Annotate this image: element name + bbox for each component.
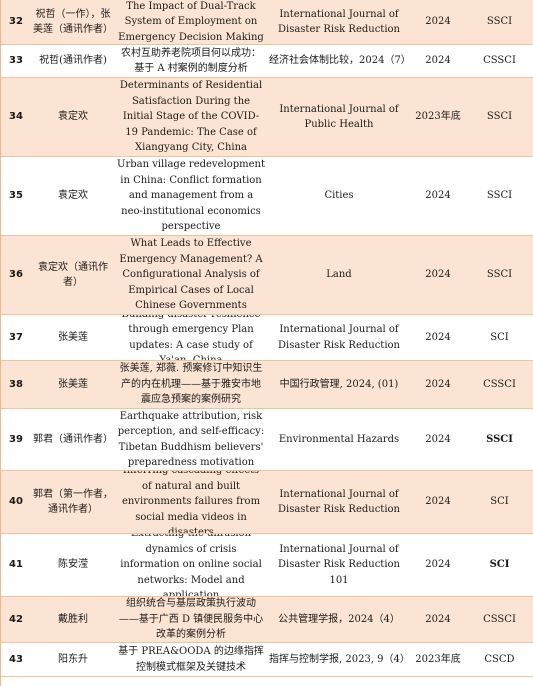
journal-cell: International Journal of Public Health <box>279 103 399 131</box>
table-row: 33 祝哲(通讯作者) 农村互助养老院项目何以成功：基于 A 村案例的制度分析 … <box>1 45 533 78</box>
row-number: 41 <box>9 559 23 571</box>
title-cell: 农村互助养老院项目何以成功：基于 A 村案例的制度分析 <box>121 47 261 75</box>
row-number: 39 <box>9 433 23 445</box>
title-cell: What Leads to Effective Emergency Manage… <box>119 238 263 312</box>
row-number: 42 <box>9 613 23 625</box>
author-cell: 祝哲(通讯作者) <box>39 55 107 67</box>
author-cell: 祝哲（一作），张美莲（通讯作者） <box>33 8 113 36</box>
journal-cell: International Journal of Disaster Risk R… <box>277 543 400 586</box>
year-cell: 2024 <box>425 269 451 281</box>
author-cell: 郭君（通讯作者） <box>33 433 113 445</box>
index-cell: SSCI <box>486 190 513 202</box>
table-row: 34 袁定欢 Determinants of Residential Satis… <box>1 78 533 157</box>
table-row: 38 张美莲 张美莲, 郑薇. 预案修订中知识生产的内在机理——基于雅安市地震应… <box>1 361 533 409</box>
author-cell: 袁定欢 <box>58 111 88 123</box>
row-number: 38 <box>9 378 23 390</box>
table-row: 42 戴胜利 组织统合与基层政策执行波动——基于广西 D 镇便民服务中心改革的案… <box>1 597 533 643</box>
year-cell: 2024 <box>425 433 451 445</box>
row-number: 33 <box>9 55 23 67</box>
index-cell: CSSCI <box>483 55 516 67</box>
table-row: 32 祝哲（一作），张美莲（通讯作者） The Impact of Dual-T… <box>1 0 533 45</box>
year-cell: 2024 <box>425 559 451 571</box>
index-cell: SSCI <box>486 111 513 123</box>
index-cell: SSCI <box>486 16 513 28</box>
table-row: 35 袁定欢 Urban village redevelopment in Ch… <box>1 157 533 236</box>
index-cell: SCI <box>490 496 509 508</box>
row-number: 35 <box>9 190 23 202</box>
title-cell: Inferring cascading effects of natural a… <box>121 471 261 533</box>
journal-cell: International Journal of Disaster Risk R… <box>277 8 400 36</box>
title-cell: 组织统合与基层政策执行波动——基于广西 D 镇便民服务中心改革的案例分析 <box>118 598 264 641</box>
row-number: 37 <box>9 331 23 343</box>
year-cell: 2024 <box>425 190 451 202</box>
title-cell: Extracting the diffusion dynamics of cri… <box>120 534 262 596</box>
table-row: 43 阳东升 基于 PREA&OODA 的边缘指挥控制模式框架及关键技术 指挥与… <box>1 643 533 677</box>
title-cell: 张美莲, 郑薇. 预案修订中知识生产的内在机理——基于雅安市地震应急预案的案例研… <box>119 363 263 406</box>
title-cell: The Impact of Dual-Track System of Emplo… <box>118 0 264 43</box>
year-cell: 2024 <box>425 613 451 625</box>
row-number: 43 <box>9 653 23 665</box>
index-cell: SCI <box>489 559 510 571</box>
journal-cell: Land <box>326 269 352 281</box>
table-row: 37 张美莲 Building disaster resilience thro… <box>1 315 533 361</box>
row-number: 34 <box>9 111 23 123</box>
index-cell: SSCI <box>486 269 513 281</box>
index-cell: CSSCI <box>483 378 516 390</box>
index-cell: CSCD <box>484 653 515 665</box>
row-number: 32 <box>9 16 23 28</box>
year-cell: 2023年底 <box>415 111 461 123</box>
author-cell: 张美莲 <box>58 378 88 390</box>
index-cell: CSSCI <box>483 613 516 625</box>
index-cell: SSCI <box>486 433 513 445</box>
table-row: 40 郭君（第一作者，通讯作者） Inferring cascading eff… <box>1 471 533 534</box>
table-row: 39 郭君（通讯作者） Earthquake attribution, risk… <box>1 409 533 471</box>
journal-cell: 公共管理学报，2024（4） <box>278 613 400 625</box>
title-cell: Building disaster resilience through eme… <box>122 315 261 360</box>
row-number: 36 <box>9 269 23 281</box>
author-cell: 陈安滢 <box>58 559 88 571</box>
journal-cell: International Journal of Disaster Risk R… <box>277 488 400 516</box>
index-cell: SCI <box>490 331 509 343</box>
title-cell: Earthquake attribution, risk perception,… <box>117 410 265 469</box>
year-cell: 2024 <box>425 496 451 508</box>
table-row: 41 陈安滢 Extracting the diffusion dynamics… <box>1 534 533 597</box>
title-cell: Determinants of Residential Satisfaction… <box>119 80 263 154</box>
title-cell: 基于 PREA&OODA 的边缘指挥控制模式框架及关键技术 <box>118 646 264 673</box>
journal-cell: Environmental Hazards <box>278 433 400 445</box>
journal-cell: Cities <box>324 190 354 202</box>
author-cell: 戴胜利 <box>58 613 88 625</box>
journal-cell: 经济社会体制比较，2024（7） <box>269 55 411 67</box>
author-cell: 阳东升 <box>58 653 88 665</box>
title-cell: Urban village redevelopment in China: Co… <box>117 159 265 233</box>
author-cell: 袁定欢 <box>58 190 88 202</box>
journal-cell: 中国行政管理, 2024, (01) <box>279 378 399 390</box>
row-number: 40 <box>9 496 23 508</box>
author-cell: 郭君（第一作者，通讯作者） <box>33 488 113 516</box>
author-cell: 袁定欢（通讯作者） <box>38 261 108 289</box>
year-cell: 2024 <box>425 331 451 343</box>
year-cell: 2024 <box>425 55 451 67</box>
year-cell: 2024 <box>425 16 451 28</box>
year-cell: 2024 <box>425 378 451 390</box>
journal-cell: International Journal of Disaster Risk R… <box>277 324 400 351</box>
author-cell: 张美莲 <box>58 331 88 343</box>
year-cell: 2023年底 <box>415 653 461 665</box>
table-row: 36 袁定欢（通讯作者） What Leads to Effective Eme… <box>1 236 533 315</box>
journal-cell: 指挥与控制学报, 2023, 9（4） <box>269 653 410 665</box>
